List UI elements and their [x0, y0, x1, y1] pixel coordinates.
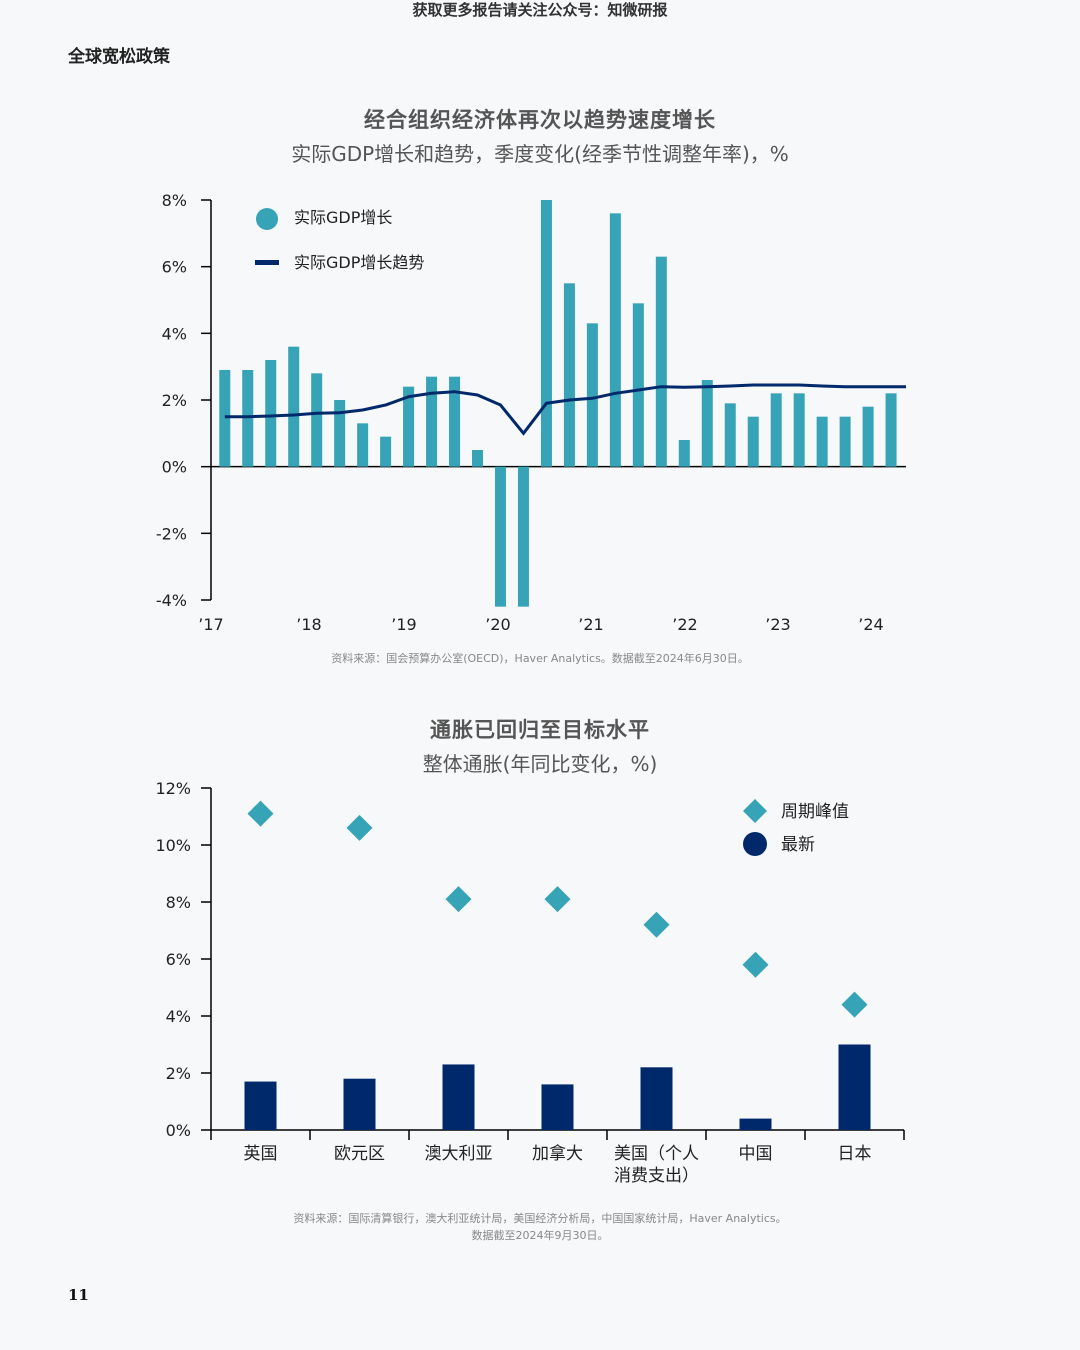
- inflation-chart: 12% 10% 8% 6% 4% 2% 0% 英国 欧元区 澳大利亚 加拿大 美国（个人消费支出） 中国…: [155, 779, 905, 1186]
- gdp-y-tick-label: 4%: [162, 324, 187, 343]
- gdp-bar: [632, 303, 644, 467]
- inflation-chart-title: 通胀已回归至目标水平: [430, 718, 650, 742]
- infl-y-tick-label: 4%: [166, 1007, 191, 1026]
- gdp-bar: [862, 406, 874, 467]
- infl-category-label: 欧元区: [334, 1144, 385, 1164]
- gdp-bar: [701, 380, 713, 467]
- gdp-x-tick-label: ’19: [391, 615, 416, 634]
- gdp-bar: [242, 370, 254, 467]
- infl-category-label: 澳大利亚: [425, 1144, 493, 1164]
- gdp-x-tick-label: ’18: [296, 615, 321, 634]
- gdp-legend-marker-bar: [256, 208, 278, 230]
- infl-peak-marker: [445, 886, 472, 913]
- gdp-legend-label-line: 实际GDP增长趋势: [294, 253, 424, 272]
- infl-category-label: 中国: [739, 1144, 773, 1164]
- gdp-y-tick-label: -4%: [156, 591, 187, 610]
- infl-category-label: 美国（个人消费支出）: [614, 1144, 699, 1186]
- gdp-y-tick-label: 2%: [162, 391, 187, 410]
- gdp-bar: [472, 450, 484, 467]
- infl-legend-marker-peak: [743, 799, 767, 823]
- gdp-bar: [449, 376, 461, 467]
- inflation-source-line1: 资料来源：国际清算银行，澳大利亚统计局，美国经济分析局，中国国家统计局，Have…: [293, 1212, 787, 1225]
- infl-legend-marker-latest: [743, 832, 767, 856]
- gdp-bar: [793, 393, 805, 467]
- infl-peak-marker: [346, 814, 373, 841]
- gdp-y-tick-label: 0%: [162, 458, 187, 477]
- infl-y-tick-label: 0%: [166, 1121, 191, 1140]
- section-label: 全球宽松政策: [68, 47, 170, 67]
- gdp-bar: [885, 393, 897, 467]
- gdp-bar: [403, 386, 415, 467]
- inflation-source-line2: 数据截至2024年9月30日。: [471, 1229, 609, 1242]
- gdp-bar: [288, 346, 300, 467]
- gdp-bar: [747, 416, 759, 467]
- infl-bar-latest: [739, 1118, 772, 1130]
- gdp-bar: [724, 403, 736, 467]
- infl-peak-marker: [247, 800, 274, 827]
- infl-legend-label-latest: 最新: [781, 835, 815, 855]
- gdp-y-tick-label: -2%: [156, 524, 187, 543]
- gdp-bar: [380, 436, 392, 467]
- infl-legend-label-peak: 周期峰值: [781, 802, 849, 822]
- gdp-bar: [311, 373, 323, 467]
- infl-y-tick-label: 10%: [155, 836, 191, 855]
- gdp-x-tick-label: ’21: [578, 615, 603, 634]
- infl-peak-marker: [742, 951, 769, 978]
- inflation-chart-subtitle: 整体通胀(年同比变化，%): [422, 752, 658, 776]
- gdp-bar: [219, 370, 231, 467]
- gdp-trend-line: [224, 383, 906, 436]
- infl-y-tick-label: 12%: [155, 779, 191, 798]
- gdp-bar: [494, 466, 506, 607]
- gdp-bar: [839, 416, 851, 467]
- gdp-bar: [334, 400, 346, 467]
- infl-category-label: 日本: [838, 1144, 872, 1164]
- gdp-x-tick-label: ’17: [198, 615, 223, 634]
- gdp-chart-source: 资料来源：国会预算办公室(OECD)，Haver Analytics。数据截至2…: [331, 652, 749, 665]
- infl-bar-latest: [244, 1081, 277, 1130]
- infl-bar-latest: [541, 1084, 574, 1130]
- infl-y-tick-label: 8%: [166, 893, 191, 912]
- gdp-x-tick-label: ’22: [672, 615, 697, 634]
- infl-bar-latest: [343, 1078, 376, 1130]
- gdp-x-tick-label: ’20: [485, 615, 510, 634]
- gdp-bar: [816, 416, 828, 467]
- gdp-y-tick-label: 8%: [162, 191, 187, 210]
- gdp-chart-title: 经合组织经济体再次以趋势速度增长: [364, 108, 716, 132]
- infl-category-label: 英国: [244, 1144, 278, 1164]
- gdp-bar: [265, 360, 277, 467]
- infl-y-tick-label: 2%: [166, 1064, 191, 1083]
- page-number: 11: [68, 1286, 89, 1304]
- gdp-bar: [517, 466, 529, 607]
- infl-peak-marker: [643, 911, 670, 938]
- gdp-x-tick-label: ’23: [765, 615, 790, 634]
- gdp-x-tick-label: ’24: [858, 615, 883, 634]
- top-banner: 获取更多报告请关注公众号：知微研报: [412, 1, 668, 19]
- infl-category-label: 加拿大: [532, 1143, 583, 1164]
- gdp-chart: 8% 6% 4% 2% 0% -2% -4% ’17 ’18 ’19 ’20 ’21 ’22 ’23 ’24…: [156, 191, 906, 634]
- inflation-chart-source: 资料来源：国际清算银行，澳大利亚统计局，美国经济分析局，中国国家统计局，Have…: [0, 1210, 1080, 1244]
- infl-peak-marker: [841, 991, 868, 1018]
- gdp-bar: [540, 200, 552, 467]
- gdp-bar: [357, 423, 369, 467]
- gdp-bar: [426, 376, 438, 467]
- gdp-bar: [770, 393, 782, 467]
- infl-y-tick-label: 6%: [166, 950, 191, 969]
- infl-bar-latest: [838, 1044, 871, 1130]
- gdp-bar: [609, 213, 621, 467]
- gdp-bar: [586, 323, 598, 467]
- infl-peak-marker: [544, 886, 571, 913]
- gdp-y-tick-label: 6%: [162, 258, 187, 277]
- gdp-bar: [655, 256, 667, 467]
- gdp-legend-marker-line: [255, 260, 279, 265]
- infl-bar-latest: [640, 1067, 673, 1130]
- gdp-chart-subtitle: 实际GDP增长和趋势，季度变化(经季节性调整年率)，%: [291, 142, 789, 166]
- infl-bar-latest: [442, 1064, 475, 1130]
- gdp-legend-label-bar: 实际GDP增长: [294, 208, 392, 227]
- gdp-bar: [563, 283, 575, 467]
- gdp-bar: [678, 440, 690, 467]
